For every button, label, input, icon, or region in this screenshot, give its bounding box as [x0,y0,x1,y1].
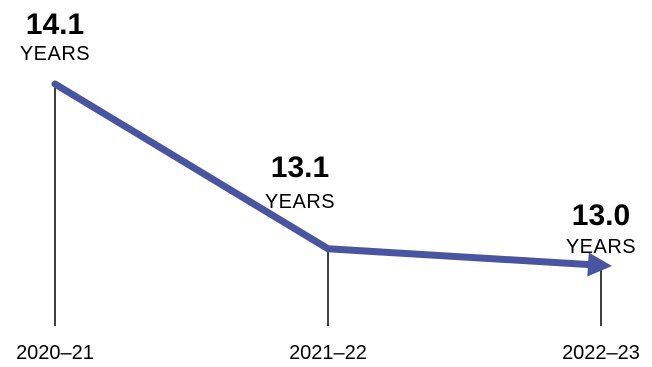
unit-label-3: YEARS [566,236,636,258]
x-axis-tick-labels: 2020–21 2021–22 2022–23 [16,342,640,364]
value-label-2: 13.1 [271,151,329,184]
series-line [51,80,612,277]
x-tick-label-2: 2021–22 [289,342,367,364]
x-tick-label-1: 2020–21 [16,342,94,364]
value-label-3: 13.0 [572,199,630,232]
unit-label-2: YEARS [265,191,335,213]
unit-label-1: YEARS [20,43,90,65]
x-tick-label-3: 2022–23 [562,342,640,364]
value-label-1: 14.1 [26,8,84,41]
